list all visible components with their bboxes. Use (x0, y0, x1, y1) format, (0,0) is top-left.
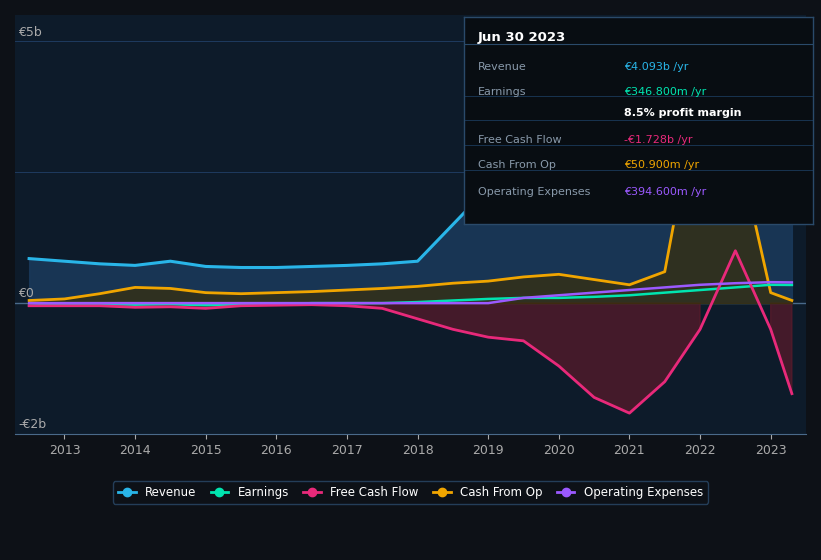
Text: €5b: €5b (19, 26, 42, 39)
Text: -€1.728b /yr: -€1.728b /yr (624, 135, 693, 145)
Text: -€2b: -€2b (19, 418, 47, 431)
Legend: Revenue, Earnings, Free Cash Flow, Cash From Op, Operating Expenses: Revenue, Earnings, Free Cash Flow, Cash … (113, 481, 708, 503)
Text: Earnings: Earnings (478, 87, 526, 97)
Text: Free Cash Flow: Free Cash Flow (478, 135, 562, 145)
Text: Jun 30 2023: Jun 30 2023 (478, 31, 566, 44)
Text: Cash From Op: Cash From Op (478, 160, 556, 170)
Text: Revenue: Revenue (478, 62, 526, 72)
Text: €50.900m /yr: €50.900m /yr (624, 160, 699, 170)
Text: 8.5% profit margin: 8.5% profit margin (624, 108, 742, 118)
Text: €0: €0 (19, 287, 34, 300)
Text: €4.093b /yr: €4.093b /yr (624, 62, 689, 72)
Text: €394.600m /yr: €394.600m /yr (624, 186, 707, 197)
Text: Operating Expenses: Operating Expenses (478, 186, 590, 197)
Text: €346.800m /yr: €346.800m /yr (624, 87, 707, 97)
